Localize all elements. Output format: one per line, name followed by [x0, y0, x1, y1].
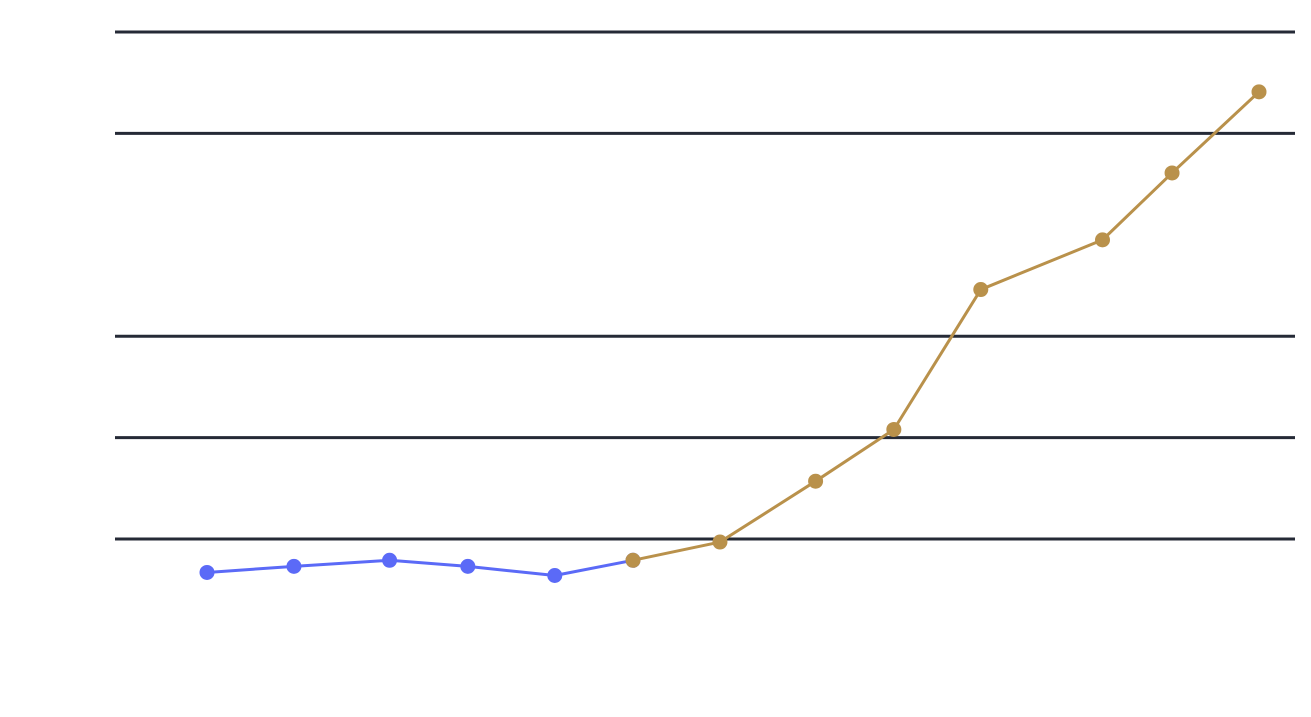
series-group [199, 84, 1267, 584]
data-point-s1-4 [973, 282, 989, 298]
data-point-s0-2 [382, 552, 398, 568]
gridlines [115, 30, 1295, 541]
data-point-s1-6 [1164, 165, 1180, 181]
data-point-s1-2 [808, 473, 824, 489]
data-point-s0-4 [547, 568, 563, 584]
series-line-0 [206, 558, 634, 578]
data-point-s1-0 [625, 552, 641, 568]
data-point-s0-1 [286, 558, 302, 574]
data-point-s1-5 [1095, 232, 1111, 248]
data-point-s1-3 [886, 421, 902, 437]
data-point-s1-7 [1251, 84, 1267, 100]
data-point-s0-0 [199, 564, 215, 580]
series-line-1 [632, 90, 1261, 562]
data-point-s1-1 [712, 534, 728, 550]
data-point-s0-3 [460, 558, 476, 574]
